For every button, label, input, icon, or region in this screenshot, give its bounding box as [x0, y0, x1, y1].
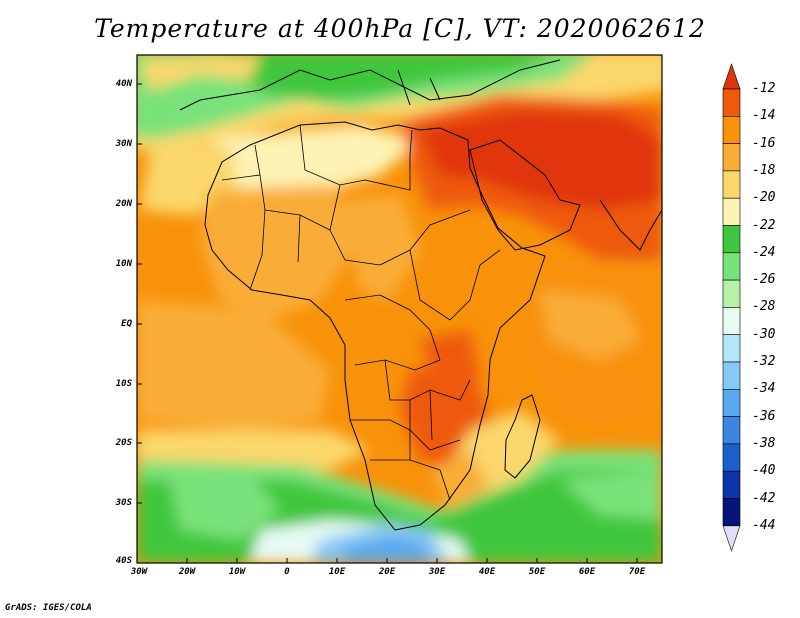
colorbar-level-label: -42 — [752, 490, 776, 506]
coastlines — [179, 59, 663, 531]
colorbar-box — [722, 197, 741, 226]
colorbar-min-cap — [722, 525, 741, 552]
lat-label: 30S — [115, 498, 132, 508]
temperature-field — [137, 55, 662, 563]
colorbar-level-label: -18 — [752, 162, 776, 178]
lon-label: 70E — [628, 567, 646, 577]
colorbar-level-label: -14 — [752, 108, 776, 124]
colorbar-box — [722, 443, 741, 472]
lon-label: 20W — [178, 567, 196, 577]
colorbar-box — [722, 252, 741, 281]
colorbar-level-label: -40 — [752, 463, 776, 479]
colorbar-level-label: -38 — [752, 435, 776, 451]
colorbar-box — [722, 470, 741, 499]
map-title: Temperature at 400hPa [C], VT: 202006261… — [94, 14, 706, 43]
colorbar-level-label: -26 — [752, 272, 776, 288]
colorbar-max-cap — [722, 63, 741, 90]
colorbar-level-label: -24 — [752, 244, 776, 260]
lat-label: EQ — [121, 319, 132, 329]
footer-credit: GrADS: IGES/COLA — [5, 603, 92, 613]
colorbar-level-label: -28 — [752, 299, 776, 315]
lat-label: 30N — [115, 139, 132, 149]
colorbar-box — [722, 143, 741, 172]
colorbar-box — [722, 88, 741, 117]
lon-label: 40E — [478, 567, 496, 577]
colorbar-box — [722, 334, 741, 363]
colorbar-box — [722, 388, 741, 417]
lat-label: 10N — [115, 259, 132, 269]
lat-label: 40S — [115, 556, 132, 566]
lon-label: 10W — [228, 567, 246, 577]
colorbar-level-label: -16 — [752, 135, 776, 151]
lon-label: 30W — [130, 567, 148, 577]
colorbar-box — [722, 361, 741, 390]
colorbar-box — [722, 416, 741, 445]
colorbar-box — [722, 307, 741, 335]
colorbar-level-label: -20 — [752, 190, 776, 206]
colorbar-box — [722, 498, 741, 527]
colorbar-level-label: -22 — [752, 217, 776, 233]
colorbar-level-label: -36 — [752, 408, 776, 424]
colorbar-level-label: -44 — [752, 517, 776, 533]
axis-ticks — [137, 83, 638, 563]
lat-label: 20N — [115, 199, 132, 209]
colorbar-level-label: -30 — [752, 326, 776, 342]
lon-label: 10E — [328, 567, 346, 577]
map-frame — [136, 54, 663, 564]
lon-label: 0 — [284, 567, 290, 577]
colorbar-box — [722, 116, 741, 144]
colorbar-box — [722, 170, 741, 199]
lat-label: 10S — [115, 379, 132, 389]
country-borders — [221, 124, 501, 501]
colorbar-level-label: -32 — [752, 354, 776, 369]
lat-label: 20S — [115, 438, 132, 448]
lon-label: 50E — [528, 567, 546, 577]
colorbar-box — [722, 225, 741, 254]
colorbar — [722, 63, 741, 552]
colorbar-level-label: -34 — [752, 381, 776, 397]
colorbar-level-label: -12 — [752, 81, 776, 96]
colorbar-box — [722, 279, 741, 308]
lon-label: 20E — [378, 567, 396, 577]
lat-label: 40N — [115, 79, 132, 89]
lon-label: 30E — [428, 567, 446, 577]
lon-label: 60E — [578, 567, 596, 577]
